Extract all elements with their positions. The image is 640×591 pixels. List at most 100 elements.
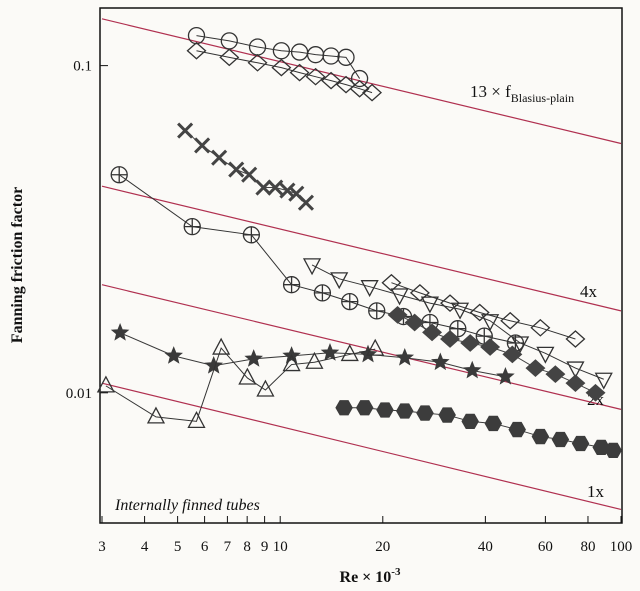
x-tick-label: 5 bbox=[174, 539, 182, 555]
x-axis-label-exponent: -3 bbox=[391, 566, 401, 578]
marker bbox=[404, 313, 425, 332]
x-tick-label: 9 bbox=[261, 539, 269, 555]
reference-line bbox=[101, 18, 622, 145]
marker bbox=[297, 194, 315, 211]
marker bbox=[336, 75, 356, 94]
marker bbox=[571, 435, 590, 452]
marker bbox=[96, 375, 115, 393]
marker bbox=[368, 302, 386, 320]
marker bbox=[440, 330, 461, 348]
marker bbox=[531, 428, 550, 445]
series-line bbox=[397, 314, 596, 394]
marker bbox=[256, 379, 275, 397]
marker-part bbox=[476, 328, 493, 345]
marker bbox=[565, 330, 586, 348]
marker bbox=[525, 359, 546, 377]
marker bbox=[551, 431, 570, 448]
x-tick-label: 100 bbox=[610, 539, 633, 555]
marker bbox=[289, 63, 310, 82]
series-line bbox=[311, 264, 604, 380]
marker bbox=[330, 272, 349, 290]
marker bbox=[409, 284, 430, 302]
marker bbox=[387, 306, 408, 324]
x-tick-label: 20 bbox=[375, 539, 390, 555]
marker bbox=[396, 403, 414, 419]
x-axis-label: Re × 10-3 bbox=[340, 566, 401, 586]
marker bbox=[376, 402, 394, 418]
marker-part bbox=[449, 320, 466, 337]
marker bbox=[194, 137, 211, 154]
marker bbox=[536, 346, 555, 364]
reference-line-label: 13 × fBlasius-plain bbox=[470, 82, 574, 105]
marker bbox=[530, 318, 551, 337]
marker bbox=[279, 182, 296, 199]
reference-line bbox=[101, 185, 622, 312]
marker bbox=[313, 284, 332, 302]
marker bbox=[186, 41, 207, 60]
marker bbox=[449, 320, 467, 338]
reference-line-label-main: 4x bbox=[580, 282, 598, 301]
marker-part bbox=[111, 166, 128, 183]
marker bbox=[500, 311, 521, 330]
marker bbox=[302, 258, 322, 276]
marker bbox=[462, 360, 482, 379]
marker bbox=[355, 400, 374, 416]
marker bbox=[390, 288, 409, 306]
marker-part bbox=[314, 284, 331, 301]
marker bbox=[321, 71, 342, 90]
marker bbox=[420, 296, 440, 314]
marker bbox=[340, 344, 359, 362]
x-tick-label: 40 bbox=[478, 539, 493, 555]
marker bbox=[360, 280, 379, 298]
reference-line bbox=[101, 284, 622, 410]
marker bbox=[305, 351, 324, 369]
marker bbox=[502, 345, 523, 364]
marker bbox=[242, 226, 261, 244]
marker bbox=[282, 354, 301, 372]
reference-line-label-sub: Blasius-plain bbox=[511, 91, 574, 105]
marker bbox=[320, 343, 340, 361]
marker bbox=[337, 48, 355, 66]
marker bbox=[508, 421, 526, 438]
marker bbox=[450, 302, 470, 320]
marker bbox=[566, 361, 585, 379]
marker bbox=[438, 407, 456, 423]
reference-line-label-main: 1x bbox=[587, 482, 605, 501]
plot-frame bbox=[99, 7, 623, 524]
x-tick-label: 7 bbox=[224, 539, 232, 555]
marker bbox=[219, 48, 240, 67]
marker bbox=[228, 161, 245, 178]
series-line bbox=[391, 282, 576, 340]
marker bbox=[212, 337, 231, 355]
marker bbox=[247, 53, 268, 72]
series-line bbox=[196, 35, 361, 79]
reference-line bbox=[101, 382, 622, 511]
marker bbox=[395, 347, 415, 366]
marker bbox=[350, 69, 369, 88]
marker bbox=[211, 149, 228, 166]
annotation: Internally finned tubes bbox=[114, 497, 260, 514]
y-tick-label: 0.01 bbox=[66, 386, 92, 402]
x-tick-label: 8 bbox=[243, 539, 251, 555]
marker bbox=[177, 122, 194, 139]
marker bbox=[460, 334, 481, 352]
marker bbox=[416, 405, 434, 421]
x-tick-label: 6 bbox=[201, 539, 209, 555]
marker bbox=[496, 366, 515, 385]
marker bbox=[271, 58, 292, 77]
marker bbox=[187, 410, 206, 428]
marker bbox=[481, 314, 500, 332]
x-tick-label: 80 bbox=[580, 539, 595, 555]
x-tick-label: 10 bbox=[273, 539, 288, 555]
marker bbox=[440, 294, 461, 312]
marker bbox=[322, 47, 340, 65]
reference-line-label-main: 13 × f bbox=[470, 82, 511, 101]
reference-line-label: 4x bbox=[580, 282, 598, 301]
marker bbox=[349, 79, 370, 98]
x-tick-label: 60 bbox=[538, 539, 553, 555]
marker bbox=[431, 352, 450, 371]
marker bbox=[604, 442, 623, 458]
marker bbox=[341, 292, 359, 311]
series-line bbox=[105, 347, 376, 422]
marker bbox=[244, 349, 263, 367]
